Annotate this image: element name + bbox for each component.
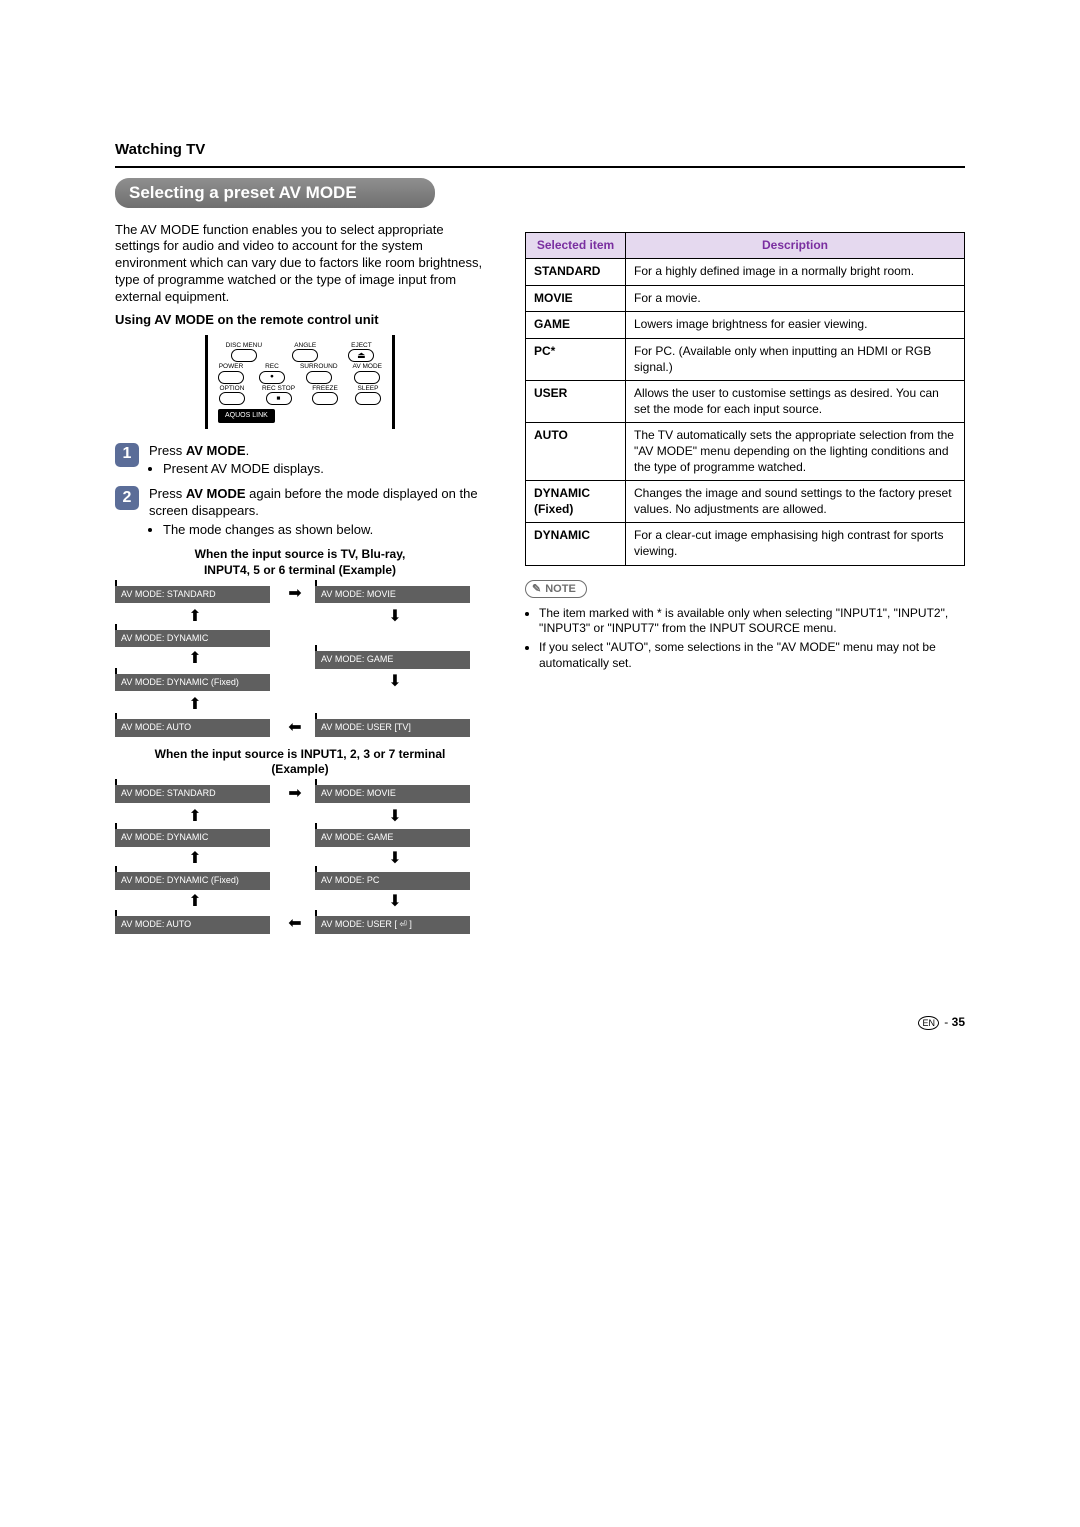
table-row: GAMELowers image brightness for easier v…	[526, 312, 965, 339]
mode-box: AV MODE: GAME	[315, 829, 470, 847]
remote-button	[218, 371, 244, 384]
mode-box: AV MODE: AUTO	[115, 916, 270, 934]
arrow-down-icon: ⬇	[315, 607, 475, 628]
mode-box: AV MODE: DYNAMIC	[115, 829, 270, 847]
table-row: DYNAMIC (Fixed)Changes the image and sou…	[526, 481, 965, 523]
two-column-layout: The AV MODE function enables you to sele…	[115, 214, 965, 936]
arrow-left-icon: ⬅	[275, 718, 315, 739]
flow-diagram-1: AV MODE: STANDARD ➡ AV MODE: MOVIE ⬆ ⬇ A…	[115, 584, 485, 738]
step-number: 1	[115, 443, 139, 467]
right-column: Selected item Description STANDARDFor a …	[525, 214, 965, 936]
remote-label: AV MODE	[353, 364, 383, 371]
lang-indicator: EN	[918, 1016, 939, 1030]
step-text: Press AV MODE again before the mode disp…	[149, 486, 485, 520]
intro-paragraph: The AV MODE function enables you to sele…	[115, 222, 485, 306]
aquos-link-label: AQUOS LINK	[218, 409, 275, 422]
table-header: Selected item	[526, 232, 626, 259]
page-number: 35	[952, 1015, 965, 1029]
mode-box: AV MODE: DYNAMIC	[115, 630, 270, 648]
mode-box: AV MODE: AUTO	[115, 719, 270, 737]
table-row: DYNAMICFor a clear-cut image emphasising…	[526, 523, 965, 565]
table-row: USERAllows the user to customise setting…	[526, 381, 965, 423]
arrow-up-icon: ⬆	[115, 892, 275, 913]
remote-button	[219, 392, 245, 405]
remote-button	[306, 371, 332, 384]
step-number: 2	[115, 486, 139, 510]
remote-label: REC	[265, 364, 279, 371]
mode-box: AV MODE: PC	[315, 872, 470, 890]
arrow-up-icon: ⬆	[115, 649, 275, 670]
arrow-up-icon: ⬆	[115, 607, 275, 628]
step-bullet: The mode changes as shown below.	[163, 522, 485, 539]
table-row: STANDARDFor a highly defined image in a …	[526, 259, 965, 286]
table-row: PC*For PC. (Available only when inputtin…	[526, 338, 965, 380]
remote-button	[231, 349, 257, 362]
remote-button-stop: ■	[266, 392, 292, 405]
step-bullet: Present AV MODE displays.	[163, 461, 485, 478]
arrow-up-icon: ⬆	[115, 695, 275, 716]
page-footer: EN - 35	[115, 1015, 965, 1031]
av-mode-table: Selected item Description STANDARDFor a …	[525, 232, 965, 566]
arrow-right-icon: ➡	[275, 584, 315, 605]
arrow-right-icon: ➡	[275, 784, 315, 805]
topic-heading: Selecting a preset AV MODE	[115, 178, 435, 208]
arrow-down-icon: ⬇	[315, 807, 475, 828]
arrow-down-icon: ⬇	[315, 672, 475, 693]
remote-button	[354, 371, 380, 384]
mode-box: AV MODE: USER [TV]	[315, 719, 470, 737]
table-row: MOVIEFor a movie.	[526, 285, 965, 312]
footer-sep: -	[944, 1015, 948, 1029]
flow-diagram-2: AV MODE: STANDARD ➡ AV MODE: MOVIE ⬆ ⬇ A…	[115, 784, 485, 935]
remote-heading: Using AV MODE on the remote control unit	[115, 312, 485, 329]
left-column: The AV MODE function enables you to sele…	[115, 214, 485, 936]
remote-button	[312, 392, 338, 405]
remote-button	[292, 349, 318, 362]
arrow-up-icon: ⬆	[115, 849, 275, 870]
mode-box: AV MODE: STANDARD	[115, 785, 270, 803]
arrow-down-icon: ⬇	[315, 849, 475, 870]
step-2: 2 Press AV MODE again before the mode di…	[115, 486, 485, 539]
mode-box: AV MODE: USER [ ⏎ ]	[315, 916, 470, 934]
diagram-1-caption: When the input source is TV, Blu-ray,INP…	[115, 547, 485, 578]
remote-button-eject: ⏏	[348, 349, 374, 362]
mode-box: AV MODE: MOVIE	[315, 785, 470, 803]
remote-label: POWER	[219, 364, 244, 371]
header-rule	[115, 166, 965, 168]
step-text: Press AV MODE.	[149, 443, 485, 460]
remote-button	[355, 392, 381, 405]
mode-box: AV MODE: GAME	[315, 651, 470, 669]
remote-button-rec: ●	[259, 371, 285, 384]
diagram-2-caption: When the input source is INPUT1, 2, 3 or…	[115, 747, 485, 778]
table-row: AUTOThe TV automatically sets the approp…	[526, 423, 965, 481]
arrow-left-icon: ⬅	[275, 914, 315, 935]
pencil-icon: ✎	[532, 582, 541, 596]
note-badge: ✎ NOTE	[525, 580, 587, 598]
note-label: NOTE	[545, 582, 576, 596]
mode-box: AV MODE: STANDARD	[115, 586, 270, 604]
arrow-down-icon: ⬇	[315, 892, 475, 913]
step-1: 1 Press AV MODE. Present AV MODE display…	[115, 443, 485, 479]
notes-list: The item marked with * is available only…	[539, 606, 965, 671]
arrow-up-icon: ⬆	[115, 807, 275, 828]
table-header: Description	[626, 232, 965, 259]
section-title: Watching TV	[115, 140, 965, 160]
mode-box: AV MODE: DYNAMIC (Fixed)	[115, 872, 270, 890]
note-item: If you select "AUTO", some selections in…	[539, 640, 965, 671]
note-item: The item marked with * is available only…	[539, 606, 965, 637]
mode-box: AV MODE: MOVIE	[315, 586, 470, 604]
mode-box: AV MODE: DYNAMIC (Fixed)	[115, 674, 270, 692]
remote-label: SURROUND	[300, 364, 338, 371]
remote-illustration: DISC MENU ANGLE EJECT⏏ POWER REC● SURROU…	[205, 335, 395, 429]
